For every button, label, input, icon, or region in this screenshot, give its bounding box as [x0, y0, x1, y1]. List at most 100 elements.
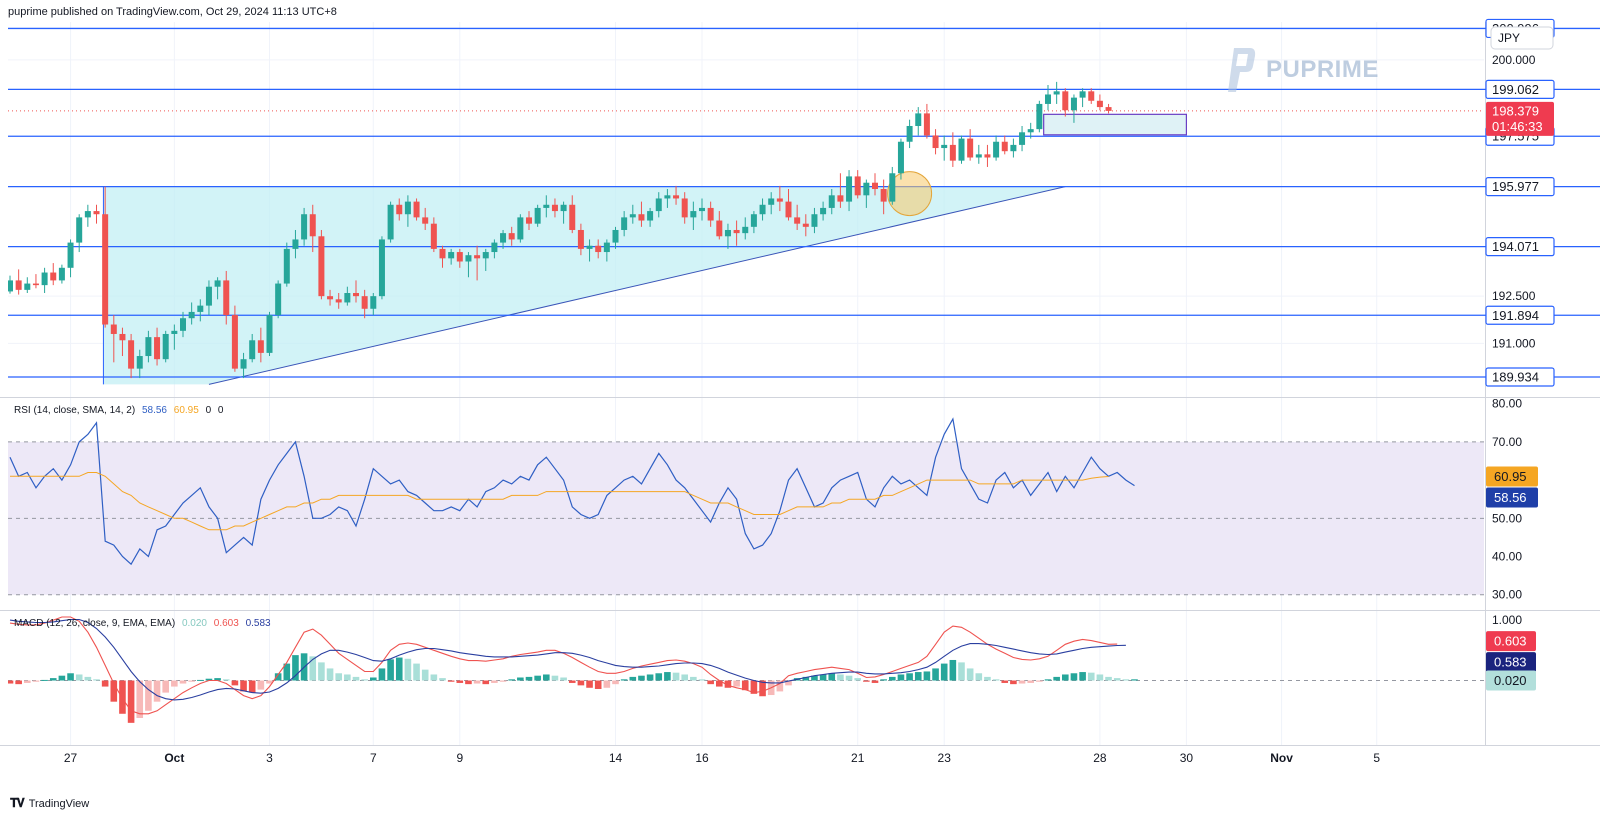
candle-body [24, 283, 31, 290]
macd-histogram-bar [543, 674, 550, 681]
rsi-value: 58.56 [141, 405, 167, 416]
candle-body [993, 141, 1000, 158]
candle-body [681, 198, 688, 218]
candle-body [733, 229, 740, 234]
candle [422, 207, 429, 230]
candle [586, 239, 593, 262]
tradingview-logo-icon: 𝐓𝐕 [10, 796, 25, 810]
candle-body [154, 337, 161, 360]
macd-histogram-bar [179, 680, 187, 684]
macd-histogram-bar [1018, 680, 1026, 684]
candle-body [534, 207, 541, 224]
signal-value-box [1486, 652, 1536, 673]
candle [923, 103, 930, 139]
candle-body [145, 337, 152, 357]
price-axis-tick-label: 192.500 [1492, 289, 1536, 303]
macd-value: 0.603 [213, 618, 239, 629]
rsi-div-bear: 0 [217, 405, 224, 416]
rsi-axis-tick-label: 30.00 [1492, 588, 1522, 602]
candle-body [647, 211, 654, 221]
candle [569, 195, 576, 234]
last-price-label-box [1486, 101, 1554, 136]
macd-histogram-bar [15, 680, 22, 685]
macd-histogram-bar [889, 676, 896, 681]
candle [1096, 94, 1103, 111]
macd-histogram-bar [1131, 679, 1138, 681]
macd-histogram-bar [534, 675, 541, 681]
macd-histogram-bar [473, 680, 481, 684]
candle [448, 248, 455, 265]
macd-histogram-bar [811, 675, 818, 681]
candle [154, 327, 161, 366]
candle [378, 236, 385, 300]
level-label: 195.977 [1492, 179, 1539, 194]
candle-body [93, 211, 100, 215]
macd-histogram-bar [508, 679, 515, 681]
macd-histogram-bar [491, 680, 498, 683]
candle-body [474, 255, 481, 259]
macd-hist-axis-label: 0.020 [1494, 673, 1527, 688]
candle [1079, 88, 1086, 108]
candle [897, 138, 904, 180]
last-price-label: 198.379 [1492, 103, 1539, 118]
macd-histogram-bar [499, 680, 507, 682]
candle [171, 324, 178, 350]
macd-histogram-bar [837, 674, 844, 681]
candle [1088, 88, 1095, 104]
candle-body [205, 286, 212, 306]
candle [707, 201, 714, 227]
candle [759, 198, 766, 221]
candle [58, 264, 65, 284]
candle-body [742, 226, 749, 234]
candle-body [456, 252, 463, 262]
candle-body [482, 252, 489, 259]
macd-histogram-bar [871, 680, 879, 683]
macd-histogram-bar [1053, 676, 1060, 681]
puprime-logo-icon [1224, 46, 1258, 94]
macd-histogram-bar [58, 675, 66, 681]
macd-histogram-bar [1087, 672, 1095, 681]
macd-axis-tick-label: 1.000 [1492, 613, 1522, 627]
candle [872, 173, 878, 196]
candle-body [1001, 141, 1008, 152]
candle [15, 269, 22, 295]
candle [404, 195, 411, 227]
macd-histogram-bar [646, 674, 654, 681]
rsi-div-bull: 0 [205, 405, 212, 416]
level-label-box [1485, 367, 1555, 387]
candle-body [586, 245, 593, 249]
candle-body [257, 340, 264, 353]
macd-histogram-bar [101, 680, 109, 687]
candle [188, 302, 195, 325]
macd-histogram-bar [750, 680, 758, 694]
macd-histogram-bar [672, 672, 680, 681]
candle-body [240, 359, 247, 369]
time-axis-label: 21 [851, 751, 865, 765]
candle [1053, 81, 1060, 104]
macd-histogram-bar [266, 680, 273, 684]
candle [750, 211, 757, 234]
macd-histogram-bar [1062, 674, 1069, 681]
candle [655, 192, 662, 218]
candle-body [41, 272, 48, 286]
candle [880, 179, 887, 215]
candle-body [967, 138, 974, 158]
macd-histogram-bar [395, 657, 403, 681]
footer-brand-text: TradingView [28, 797, 90, 810]
price-countdown-label: 01:46:33 [1492, 119, 1543, 134]
candle-body [828, 195, 835, 208]
macd-histogram-bar [560, 677, 567, 681]
macd-histogram-bar [612, 680, 619, 685]
candle-body [612, 229, 619, 243]
candle-body [690, 211, 697, 218]
candle [889, 166, 896, 205]
rsi-axis-tick-label: 70.00 [1492, 435, 1522, 449]
candle-body [975, 154, 982, 158]
candle [1070, 94, 1077, 123]
macd-histogram-bar [1096, 674, 1104, 681]
macd-hist-value: 0.020 [181, 618, 207, 629]
candle [67, 239, 74, 278]
macd-histogram-bar [629, 676, 637, 681]
macd-histogram-bar [8, 680, 14, 684]
candle [958, 135, 965, 164]
